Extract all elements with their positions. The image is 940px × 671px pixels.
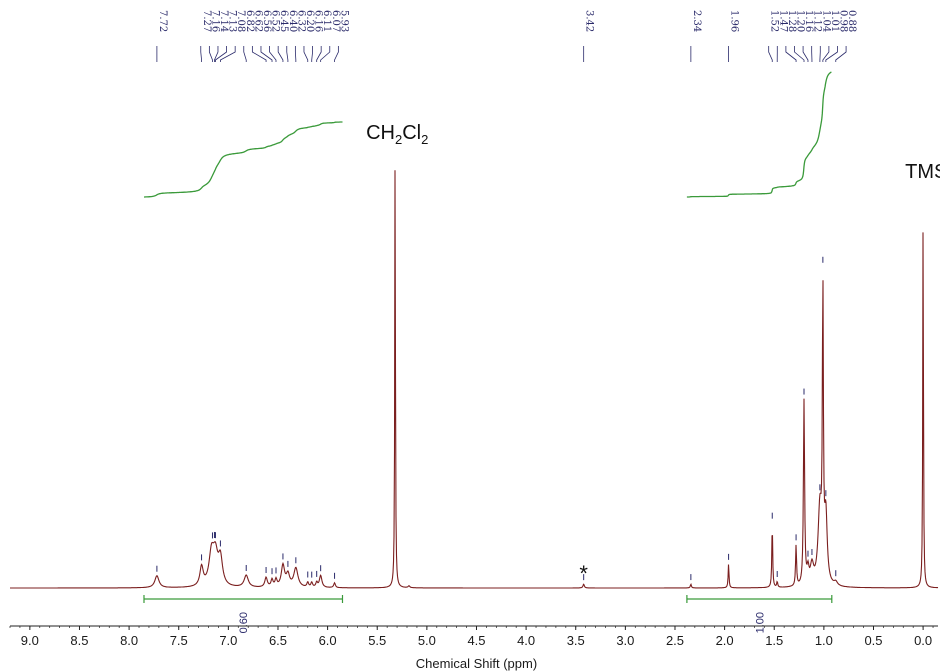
integral-curves	[144, 71, 832, 198]
peak-label: 6.16	[313, 10, 324, 32]
reference-label: TMS	[905, 161, 940, 183]
peak-label: 7.13	[227, 10, 238, 32]
peak-connector	[277, 46, 284, 62]
x-tick-label: 0.0	[914, 633, 932, 648]
peak-label: 1.20	[794, 10, 805, 32]
peak-label: 6.11	[321, 10, 332, 32]
peak-label: 5.93	[338, 10, 349, 32]
integral-curve	[686, 71, 832, 198]
peak-connector	[822, 46, 830, 62]
impurity-marker: *	[579, 561, 588, 586]
peak-label: 7.08	[235, 10, 246, 32]
x-tick-label: 1.5	[765, 633, 783, 648]
peak-label: 6.40	[287, 10, 298, 32]
x-tick-label: 2.5	[666, 633, 684, 648]
peak-connector	[200, 46, 202, 62]
integral-curve	[144, 121, 343, 198]
peak-connector	[311, 46, 313, 62]
peak-label: 1.47	[777, 10, 788, 32]
peak-label: 6.07	[330, 10, 341, 32]
peak-connector	[785, 46, 797, 62]
x-tick-label: 3.5	[567, 633, 585, 648]
x-tick-label: 5.0	[418, 633, 436, 648]
spectrum-trace	[10, 170, 939, 589]
peak-connector	[251, 46, 267, 62]
peak-connector	[316, 46, 322, 62]
peak-label: 6.62	[252, 10, 263, 32]
peak-connector	[286, 46, 289, 62]
peak-labels: 7.72 7.277.167.147.137.086.826.626.566.52…	[156, 10, 857, 62]
peak-connector	[260, 46, 273, 62]
peak-connector	[320, 46, 331, 62]
integral-bracket: 1.00	[686, 595, 833, 633]
peak-label: 3.42	[584, 10, 595, 32]
peak-label: 1.96	[729, 10, 740, 32]
peak-label: 1.16	[803, 10, 814, 32]
peak-label: 6.20	[304, 10, 315, 32]
x-tick-label: 8.5	[70, 633, 88, 648]
x-tick-label: 3.0	[616, 633, 634, 648]
x-tick-label: 6.0	[319, 633, 337, 648]
x-axis: 9.0 8.5 8.0 7.5 7.0 6.5 6.0 5.5 5.0 4.5 4.0 3.5 3.0 2…	[9, 625, 938, 648]
peak-label: 6.56	[261, 10, 272, 32]
peak-label: 1.01	[829, 10, 840, 32]
integral-brackets: 0.60 1.00	[143, 595, 833, 633]
x-tick-label: 2.0	[716, 633, 734, 648]
x-tick-label: 4.5	[467, 633, 485, 648]
peak-connector	[215, 46, 227, 62]
annotations: CH2Cl2 TMS *	[366, 122, 940, 586]
solvent-label: CH2Cl2	[366, 122, 428, 147]
peak-connector	[243, 46, 247, 62]
peak-label: 6.82	[244, 10, 255, 32]
peak-connector	[825, 46, 838, 62]
peak-label: 6.32	[295, 10, 306, 32]
integral-value: 1.00	[754, 612, 766, 633]
x-axis-title: Chemical Shift (ppm)	[416, 656, 537, 671]
peak-label: 7.27	[201, 10, 212, 32]
peak-label: 1.04	[820, 10, 831, 32]
peak-label: 6.45	[278, 10, 289, 32]
peak-connector	[208, 46, 213, 62]
peak-label: 7.14	[218, 10, 229, 32]
peak-label: 0.98	[837, 10, 848, 32]
x-tick-label: 7.5	[170, 633, 188, 648]
peak-connector	[768, 46, 773, 62]
x-tick-label: 7.0	[219, 633, 237, 648]
x-tick-label: 0.5	[864, 633, 882, 648]
peak-connector	[303, 46, 309, 62]
peak-connector	[269, 46, 277, 62]
peak-connector	[802, 46, 809, 62]
peak-connector	[794, 46, 805, 62]
integral-bracket: 0.60	[143, 595, 344, 633]
peak-label: 6.52	[270, 10, 281, 32]
peak-label: 1.12	[812, 10, 823, 32]
x-tick-label: 1.0	[815, 633, 833, 648]
x-tick-label: 9.0	[21, 633, 39, 648]
peak-label: 0.88	[846, 10, 857, 32]
x-tick-label: 5.5	[368, 633, 386, 648]
x-tick-label: 6.5	[269, 633, 287, 648]
peak-label: 7.72	[157, 10, 168, 32]
peak-connector	[214, 46, 219, 62]
peak-connector	[220, 46, 236, 62]
peak-connector	[835, 46, 847, 62]
peak-label: 1.52	[769, 10, 780, 32]
peak-label: 7.16	[209, 10, 220, 32]
peak-label: 1.28	[786, 10, 797, 32]
peak-label: 2.34	[691, 10, 702, 32]
integral-value: 0.60	[238, 612, 250, 633]
x-tick-label: 8.0	[120, 633, 138, 648]
x-tick-label: 4.0	[517, 633, 535, 648]
peak-connector	[334, 46, 339, 62]
